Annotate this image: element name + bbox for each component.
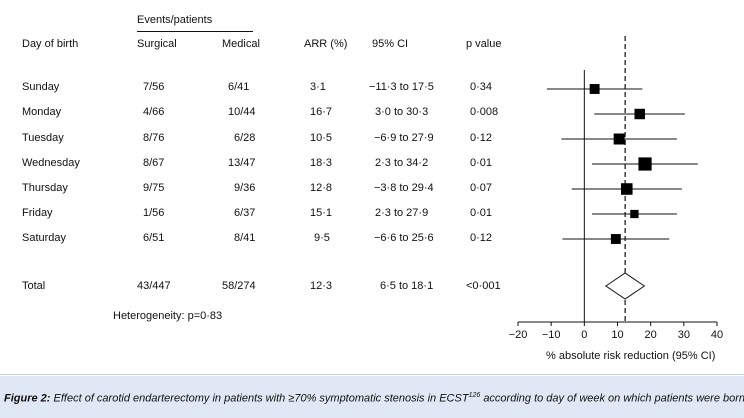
total-diamond (604, 272, 646, 300)
row-day: Saturday (22, 232, 67, 244)
row-p: 0·12 (470, 232, 493, 244)
x-tick-label: 10 (611, 329, 623, 341)
row-ci: −6·9 to 27·9 (374, 132, 434, 144)
row-ci: 2·3 to 34·2 (375, 157, 429, 169)
total-label: Total (22, 280, 46, 292)
caption-prefix: Figure 2: (4, 392, 51, 405)
row-p: 0·01 (470, 157, 493, 169)
heterogeneity-note: Heterogeneity: p=0·83 (113, 310, 223, 322)
header-pvalue: p value (466, 38, 502, 50)
row-medical: 13/47 (228, 157, 256, 169)
header-medical: Medical (222, 38, 260, 50)
x-tick-label: −20 (509, 329, 528, 341)
caption-band (0, 376, 744, 418)
row-ci: −6·6 to 25·6 (374, 232, 434, 244)
total-ci: 6·5 to 18·1 (380, 280, 434, 292)
row-day: Friday (22, 207, 53, 219)
figure-panel: Events/patients Day of birth Surgical Me… (0, 14, 744, 375)
forest-plot: −20 −10 0 10 20 30 40 (509, 36, 723, 341)
point-marker (610, 234, 621, 244)
row-surgical: 7/56 (143, 81, 165, 93)
row-medical: 8/41 (234, 232, 256, 244)
row-arr: 3·1 (310, 81, 326, 93)
header-events-patients: Events/patients (137, 14, 213, 26)
caption-suffix: according to day of week on which patien… (483, 392, 744, 405)
row-medical: 6/41 (228, 81, 250, 93)
row-ci: −3·8 to 29·4 (374, 182, 434, 194)
x-tick-label: 40 (711, 329, 723, 341)
point-marker (630, 209, 639, 219)
row-ci: −11·3 to 17·5 (369, 81, 434, 93)
row-ci: 3·0 to 30·3 (375, 106, 429, 118)
header-arr: ARR (%) (304, 38, 348, 50)
x-tick-label: 20 (645, 329, 657, 341)
point-marker (613, 133, 625, 145)
caption-reference: 126 (468, 392, 481, 399)
row-surgical: 6/51 (143, 232, 165, 244)
row-surgical: 8/67 (143, 157, 165, 169)
total-medical: 58/274 (222, 280, 256, 292)
x-tick-label: 30 (678, 329, 690, 341)
row-medical: 9/36 (234, 182, 256, 194)
point-marker (621, 183, 633, 195)
row-p: 0·34 (470, 81, 493, 93)
row-medical: 6/28 (234, 132, 256, 144)
caption-text: Effect of carotid endarterectomy in pati… (53, 392, 469, 405)
row-surgical: 1/56 (143, 207, 165, 219)
x-tick-label: −10 (542, 329, 561, 341)
row-arr: 15·1 (310, 207, 333, 219)
row-arr: 16·7 (310, 106, 333, 118)
row-day: Thursday (22, 182, 68, 194)
total-p: <0·001 (466, 280, 501, 292)
x-tick-label: 0 (581, 329, 587, 341)
figure-caption: Figure 2: Effect of carotid endarterecto… (4, 392, 744, 405)
header-day-of-birth: Day of birth (22, 38, 79, 50)
row-day: Tuesday (22, 132, 64, 144)
row-p: 0·01 (470, 207, 493, 219)
row-arr: 10·5 (310, 132, 333, 144)
row-p: 0·07 (470, 182, 493, 194)
total-arr: 12·3 (310, 280, 333, 292)
row-day: Monday (22, 106, 62, 118)
point-marker (589, 84, 600, 94)
point-marker (638, 157, 652, 171)
header-ci: 95% CI (372, 38, 409, 50)
row-arr: 18·3 (310, 157, 333, 169)
row-p: 0·12 (470, 132, 493, 144)
row-day: Wednesday (22, 157, 80, 169)
total-surgical: 43/447 (137, 280, 171, 292)
row-arr: 9·5 (314, 232, 330, 244)
row-arr: 12·8 (310, 182, 333, 194)
row-surgical: 9/75 (143, 182, 165, 194)
row-medical: 6/37 (234, 207, 256, 219)
row-p: 0·008 (470, 106, 499, 118)
point-marker (634, 108, 645, 120)
header-surgical: Surgical (137, 38, 177, 50)
row-day: Sunday (22, 81, 60, 93)
row-surgical: 8/76 (143, 132, 165, 144)
x-axis-label: % absolute risk reduction (95% CI) (546, 350, 716, 362)
row-surgical: 4/66 (143, 106, 165, 118)
header-underline (137, 31, 253, 32)
row-ci: 2·3 to 27·9 (375, 207, 429, 219)
row-medical: 10/44 (228, 106, 256, 118)
